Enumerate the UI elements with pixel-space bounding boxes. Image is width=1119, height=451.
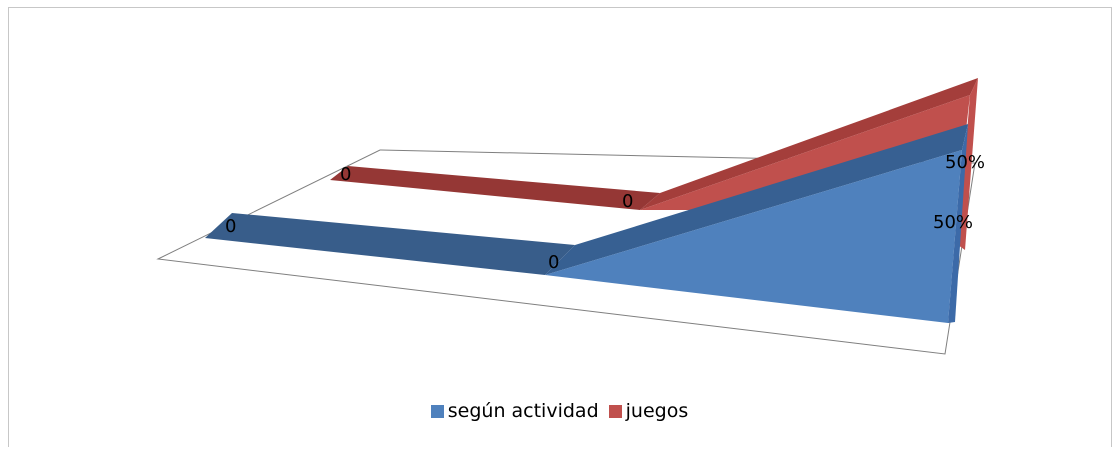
actividad-band-segment-1: [205, 213, 575, 275]
legend-label-juegos: juegos: [625, 400, 689, 422]
legend-swatch-segun-actividad: [430, 404, 444, 418]
data-label-juegos-1: 0: [340, 164, 351, 185]
chart-frame: [8, 7, 1112, 447]
data-label-juegos-3: 50%: [945, 152, 985, 173]
data-label-actividad-2: 0: [548, 252, 559, 273]
legend-swatch-juegos: [608, 404, 622, 418]
actividad-side-face: [948, 124, 968, 323]
data-label-juegos-2: 0: [622, 191, 633, 212]
actividad-band-segment-2: [545, 124, 968, 275]
series-segun-actividad: [205, 124, 968, 323]
juegos-side-face: [958, 78, 978, 250]
data-label-actividad-1: 0: [225, 216, 236, 237]
chart-floor: [156, 149, 976, 355]
juegos-band-segment-1: [330, 166, 660, 210]
actividad-front-face: [545, 150, 962, 323]
legend-label-segun-actividad: según actividad: [447, 400, 599, 422]
series-juegos: [330, 78, 978, 250]
legend-item-juegos: juegos: [608, 400, 689, 422]
legend-item-segun-actividad: según actividad: [430, 400, 599, 422]
data-label-actividad-3: 50%: [933, 212, 973, 233]
juegos-front-face: [640, 95, 970, 210]
chart-legend: según actividad juegos: [0, 400, 1119, 422]
juegos-band-segment-2: [640, 78, 978, 210]
